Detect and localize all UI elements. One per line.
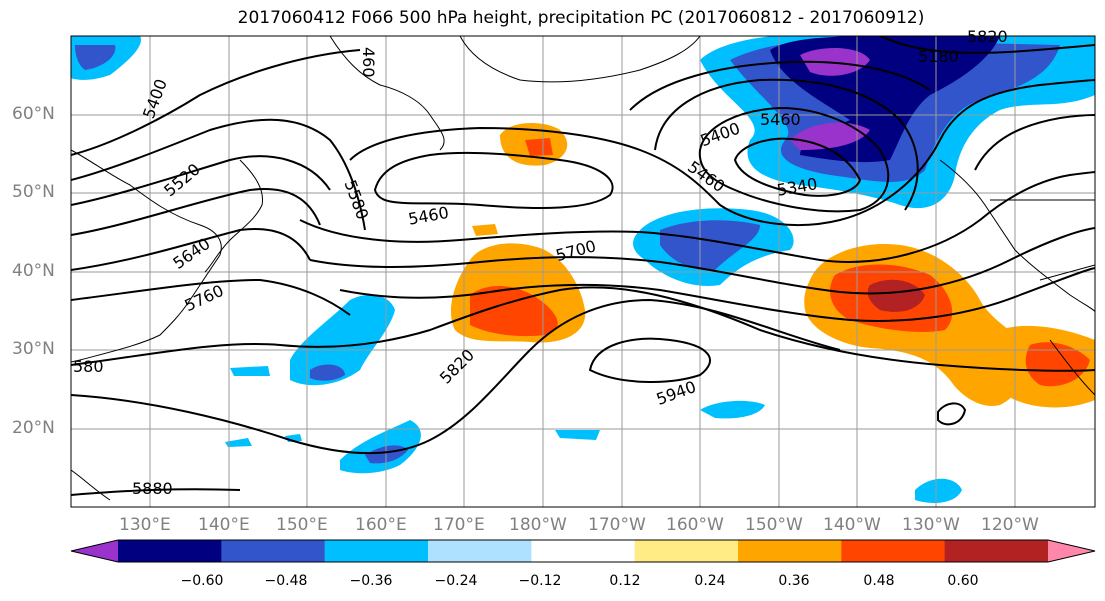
colorbar-tick-label: 0.12 — [609, 573, 641, 589]
lat-label: 60°N — [12, 104, 55, 124]
precip-positive-shading — [450, 123, 1095, 408]
colorbar-swatch — [324, 540, 429, 562]
colorbar-tick-label: −0.60 — [180, 573, 224, 589]
lon-label: 160°W — [666, 515, 724, 535]
graticule — [71, 36, 1095, 507]
colorbar-swatch — [71, 540, 118, 562]
lat-label: 20°N — [12, 418, 55, 438]
colorbar-swatch — [841, 540, 946, 562]
lon-label: 170°W — [588, 515, 646, 535]
lon-label: 120°W — [981, 515, 1039, 535]
lat-label: 50°N — [12, 182, 55, 202]
lon-label: 130°W — [902, 515, 960, 535]
colorbar-tick-label: −0.36 — [349, 573, 393, 589]
lon-label: 160°E — [355, 515, 407, 535]
colorbar-swatch — [428, 540, 532, 562]
colorbar-tick-label: −0.12 — [518, 573, 562, 589]
map-title: 2017060412 F066 500 hPa height, precipit… — [237, 8, 925, 28]
colorbar-swatch — [531, 540, 636, 562]
height-contours — [71, 36, 1095, 496]
colorbar-swatch — [1048, 540, 1095, 562]
lon-label: 140°W — [823, 515, 881, 535]
colorbar-swatch — [118, 540, 222, 562]
contour-label: 5880 — [132, 479, 173, 498]
map-plot: 5400 5520 5640 5760 5880 5460 5580 5460 … — [70, 27, 1096, 508]
colorbar-swatch — [634, 540, 739, 562]
colorbar-tick-label: 0.36 — [778, 573, 810, 589]
colorbar-tick-label: −0.48 — [264, 573, 308, 589]
coastlines — [71, 36, 1095, 501]
lon-label: 150°W — [745, 515, 803, 535]
lon-label: 170°E — [433, 515, 485, 535]
lon-label: 180°W — [509, 515, 567, 535]
colorbar-outline — [70, 539, 1096, 563]
colorbar-swatch — [738, 540, 842, 562]
precip-negative-shading — [71, 36, 1095, 503]
colorbar-swatch — [221, 540, 326, 562]
lon-label: 130°E — [119, 515, 171, 535]
colorbar-tick-label: −0.24 — [434, 573, 478, 589]
colorbar-swatch — [944, 540, 1049, 562]
colorbar-tick-label: 0.24 — [694, 573, 726, 589]
contour-label: 5460 — [760, 110, 801, 129]
lon-label: 140°E — [198, 515, 250, 535]
lat-label: 30°N — [12, 339, 55, 359]
contour-label: 460 — [359, 47, 378, 78]
contour-label: 5820 — [967, 27, 1008, 46]
contour-label: 5180 — [918, 47, 959, 66]
lon-label: 150°E — [276, 515, 328, 535]
lat-label: 40°N — [12, 261, 55, 281]
colorbar-tick-label: 0.60 — [947, 573, 979, 589]
colorbar-tick-label: 0.48 — [863, 573, 895, 589]
contour-label: 580 — [73, 357, 104, 376]
